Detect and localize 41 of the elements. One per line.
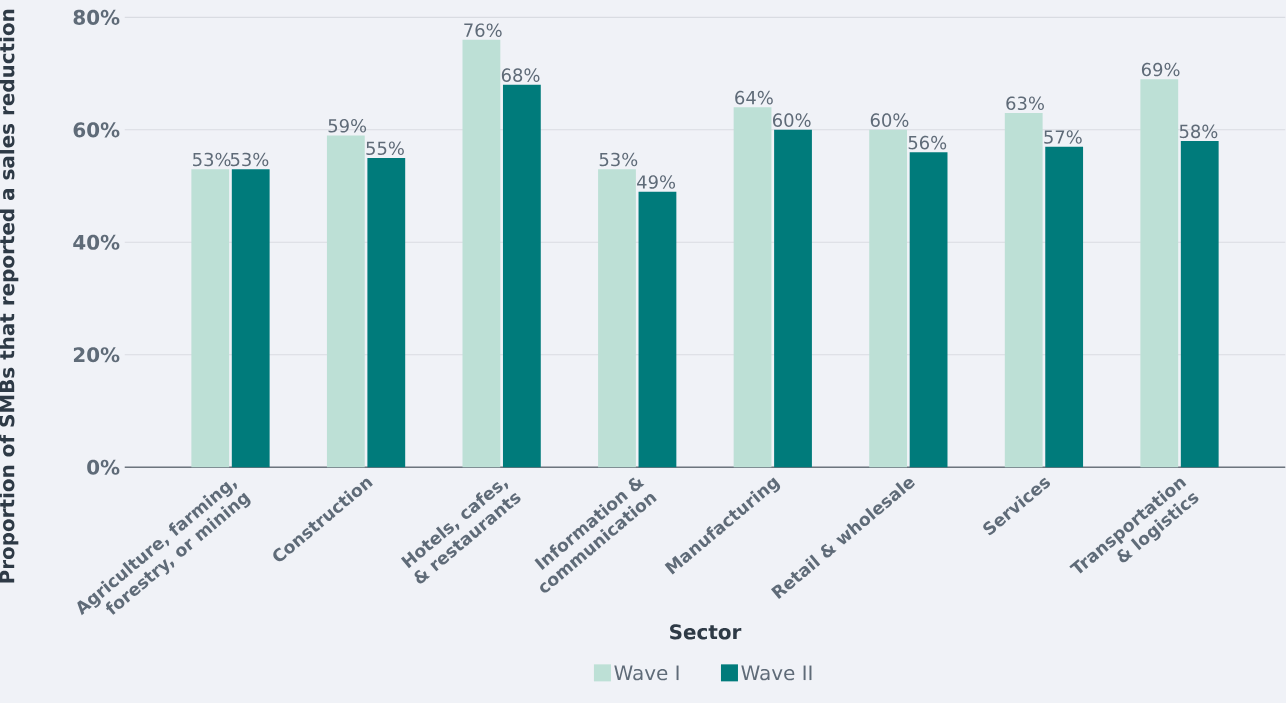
bar <box>598 169 636 468</box>
bar <box>191 169 230 468</box>
bar <box>733 107 772 468</box>
data-label: 60% <box>773 113 811 127</box>
y-tick-label: 60% <box>73 122 120 138</box>
bar <box>502 84 541 468</box>
data-label: 56% <box>908 135 947 150</box>
data-label: 68% <box>501 68 540 82</box>
bar <box>1004 112 1043 468</box>
x-axis-title: Sector <box>670 624 742 640</box>
bar <box>1140 79 1179 468</box>
y-tick-label: 0% <box>87 459 120 475</box>
bar <box>367 157 406 468</box>
bar <box>462 39 501 468</box>
bar <box>869 129 908 468</box>
data-label: 53% <box>230 152 269 167</box>
data-label: 49% <box>637 175 676 189</box>
bar <box>909 152 948 468</box>
bar <box>1180 141 1219 468</box>
bar <box>231 169 270 468</box>
data-label: 69% <box>1141 62 1180 77</box>
data-label: 76% <box>464 23 502 37</box>
legend-label: Wave II <box>741 665 812 681</box>
data-label: 64% <box>735 90 773 105</box>
bar <box>638 191 677 468</box>
y-tick-label: 40% <box>73 234 120 250</box>
data-label: 59% <box>328 118 367 133</box>
data-label: 60% <box>870 113 909 127</box>
data-label: 53% <box>599 152 638 167</box>
bar <box>326 135 365 468</box>
data-label: 53% <box>193 152 231 167</box>
bar <box>1045 146 1084 468</box>
data-label: 63% <box>1006 96 1044 110</box>
data-label: 58% <box>1179 124 1218 139</box>
data-label: 55% <box>366 141 404 155</box>
legend-label: Wave I <box>614 665 679 681</box>
y-tick-label: 20% <box>73 347 120 363</box>
y-axis-title: Proportion of SMBs that reported a sales reduction <box>0 9 19 583</box>
bar <box>774 129 812 468</box>
data-label: 57% <box>1044 130 1082 144</box>
y-tick-label: 80% <box>73 9 120 25</box>
